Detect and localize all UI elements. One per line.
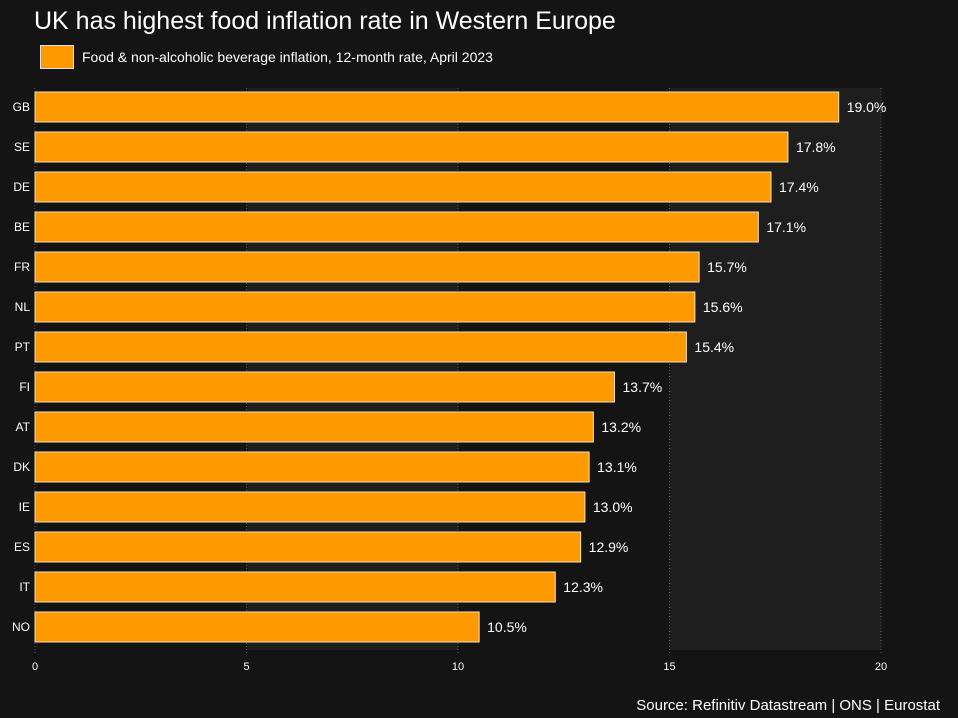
bar <box>34 331 687 363</box>
category-label: NL <box>15 300 31 314</box>
data-label: 17.8% <box>796 139 836 155</box>
category-label: FI <box>19 380 30 394</box>
x-tick-label: 20 <box>875 661 887 673</box>
bar <box>34 571 556 603</box>
category-label: ES <box>14 540 30 554</box>
x-tick-label: 0 <box>32 661 38 673</box>
bar <box>34 451 590 483</box>
data-label: 17.1% <box>766 219 806 235</box>
bar <box>34 291 696 323</box>
category-label: FR <box>14 260 30 274</box>
category-label: IE <box>19 500 30 514</box>
category-label: GB <box>13 100 30 114</box>
source-note: Source: Refinitiv Datastream | ONS | Eur… <box>636 697 940 714</box>
data-label: 12.9% <box>589 539 629 555</box>
x-tick-label: 15 <box>663 661 675 673</box>
category-label: AT <box>16 420 31 434</box>
data-label: 12.3% <box>563 579 603 595</box>
bar <box>34 611 480 643</box>
data-label: 19.0% <box>847 99 887 115</box>
data-label: 15.4% <box>694 339 734 355</box>
data-label: 10.5% <box>487 619 527 635</box>
category-label: PT <box>15 340 31 354</box>
data-label: 15.7% <box>707 259 747 275</box>
bar <box>34 131 789 163</box>
data-label: 15.6% <box>703 299 743 315</box>
category-label: DK <box>13 460 30 474</box>
category-label: NO <box>12 620 30 634</box>
category-label: BE <box>14 220 30 234</box>
data-label: 13.7% <box>623 379 663 395</box>
bar <box>34 91 840 123</box>
chart-title: UK has highest food inflation rate in We… <box>34 7 616 35</box>
bar <box>34 491 586 523</box>
x-tick-label: 10 <box>452 661 464 673</box>
category-label: IT <box>19 580 30 594</box>
bar <box>34 531 582 563</box>
legend: Food & non-alcoholic beverage inflation,… <box>40 44 493 70</box>
data-label: 13.2% <box>601 419 641 435</box>
data-label: 13.1% <box>597 459 637 475</box>
x-tick-label: 5 <box>243 661 249 673</box>
bar <box>34 371 616 403</box>
legend-label: Food & non-alcoholic beverage inflation,… <box>82 49 493 65</box>
bar <box>34 251 700 283</box>
bar <box>34 171 772 203</box>
bar <box>34 411 594 443</box>
category-label: SE <box>14 140 30 154</box>
data-label: 17.4% <box>779 179 819 195</box>
bar <box>34 211 759 243</box>
category-label: DE <box>13 180 30 194</box>
data-label: 13.0% <box>593 499 633 515</box>
legend-swatch <box>40 45 74 69</box>
